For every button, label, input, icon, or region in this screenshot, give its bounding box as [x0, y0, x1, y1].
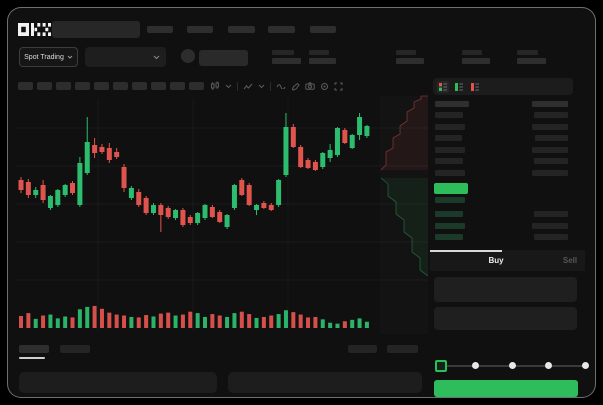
chevron-down-icon[interactable]	[225, 84, 232, 89]
bid-amount-placeholder	[534, 211, 568, 217]
ask-price-placeholder	[435, 123, 465, 130]
timeframe-button[interactable]	[75, 82, 90, 90]
chevron-down-icon[interactable]	[258, 84, 265, 89]
ticker-value-placeholder	[396, 58, 424, 64]
order-input[interactable]	[434, 307, 577, 330]
timeframe-button[interactable]	[113, 82, 128, 90]
ask-amount-placeholder	[535, 135, 568, 142]
timeframe-button[interactable]	[37, 82, 52, 90]
ticker-label-placeholder	[396, 50, 416, 55]
nav-item-placeholder[interactable]	[310, 26, 336, 33]
ticker-value-placeholder	[309, 58, 336, 64]
ask-amount-placeholder	[532, 123, 568, 130]
ask-price-placeholder	[435, 135, 462, 142]
trade-tabs: Buy Sell	[430, 250, 585, 271]
ob-bids-icon[interactable]	[453, 81, 465, 93]
timeframe-button[interactable]	[132, 82, 147, 90]
bid-price-placeholder	[435, 234, 463, 240]
ask-price-placeholder	[435, 146, 465, 153]
nav-item-placeholder[interactable]	[147, 26, 173, 33]
slider-stop[interactable]	[545, 362, 552, 369]
market-type-label: Spot Trading	[24, 53, 64, 61]
fullscreen-icon[interactable]	[334, 82, 343, 91]
bid-price-placeholder	[435, 222, 465, 229]
slider-stop[interactable]	[472, 362, 479, 369]
ask-amount-placeholder	[532, 146, 568, 153]
ob-col-header	[435, 101, 469, 107]
bottom-action-placeholder[interactable]	[387, 345, 418, 353]
indicator-icon[interactable]	[243, 82, 253, 91]
bottom-action-placeholder[interactable]	[348, 345, 377, 353]
ask-price-placeholder	[435, 112, 463, 118]
ob-asks-icon[interactable]	[469, 81, 481, 93]
camera-icon[interactable]	[305, 82, 315, 90]
ticker-value-placeholder	[517, 58, 546, 64]
settings-icon[interactable]	[320, 82, 329, 91]
ask-amount-placeholder	[534, 112, 568, 118]
bid-amount-placeholder	[534, 234, 568, 240]
nav-item-placeholder[interactable]	[268, 26, 295, 33]
ob-both-icon[interactable]	[437, 80, 449, 93]
timeframe-button[interactable]	[56, 82, 71, 90]
tab-buy[interactable]: Buy	[488, 256, 504, 265]
tab-sell[interactable]: Sell	[562, 256, 578, 265]
search-input[interactable]	[52, 21, 140, 38]
pair-selector-dropdown[interactable]	[85, 47, 166, 67]
chevron-down-icon	[153, 55, 160, 60]
ask-amount-placeholder	[532, 170, 568, 176]
bid-price-placeholder	[435, 211, 463, 217]
bottom-panel	[19, 372, 217, 393]
pair-name-placeholder[interactable]	[199, 50, 248, 66]
submit-order-button[interactable]	[434, 380, 578, 397]
toolbar-separator	[270, 81, 271, 91]
bid-price-placeholder	[435, 197, 465, 203]
ticker-value-placeholder	[272, 58, 301, 64]
ask-amount-placeholder	[534, 158, 568, 165]
active-tab-underline	[19, 357, 45, 359]
ask-price-placeholder	[435, 158, 463, 165]
bottom-tab[interactable]	[60, 345, 90, 353]
ticker-label-placeholder	[517, 50, 538, 55]
bottom-tab[interactable]	[19, 345, 49, 353]
ticker-label-placeholder	[272, 50, 294, 55]
order-input[interactable]	[434, 277, 577, 302]
market-type-selector[interactable]: Spot Trading	[19, 47, 78, 67]
timeframe-button[interactable]	[94, 82, 109, 90]
ask-price-placeholder	[435, 170, 465, 176]
timeframe-button[interactable]	[151, 82, 166, 90]
orderbook-header	[433, 78, 573, 95]
ticker-label-placeholder	[309, 50, 329, 55]
chevron-down-icon	[67, 55, 73, 59]
timeframe-button[interactable]	[18, 82, 33, 90]
last-price-badge	[434, 183, 468, 194]
line-style-icon[interactable]	[276, 83, 286, 89]
bottom-panel	[228, 372, 422, 393]
draw-icon[interactable]	[291, 82, 300, 91]
toolbar-separator	[237, 81, 238, 91]
ticker-value-placeholder	[462, 58, 490, 64]
active-tab-indicator	[430, 250, 502, 252]
slider-handle[interactable]	[435, 360, 447, 372]
slider-stop[interactable]	[581, 362, 589, 369]
app-window	[7, 7, 596, 398]
timeframe-button[interactable]	[170, 82, 185, 90]
ob-col-header	[532, 101, 568, 107]
nav-item-placeholder[interactable]	[187, 26, 213, 33]
slider-stop[interactable]	[508, 362, 516, 369]
ticker-label-placeholder	[462, 50, 482, 55]
nav-item-placeholder[interactable]	[228, 26, 255, 33]
okx-logo	[18, 23, 51, 36]
token-avatar[interactable]	[181, 49, 195, 63]
timeframe-button[interactable]	[189, 82, 204, 90]
candles-icon[interactable]	[210, 81, 220, 91]
bid-amount-placeholder	[532, 222, 568, 229]
chart-tools	[210, 80, 343, 92]
